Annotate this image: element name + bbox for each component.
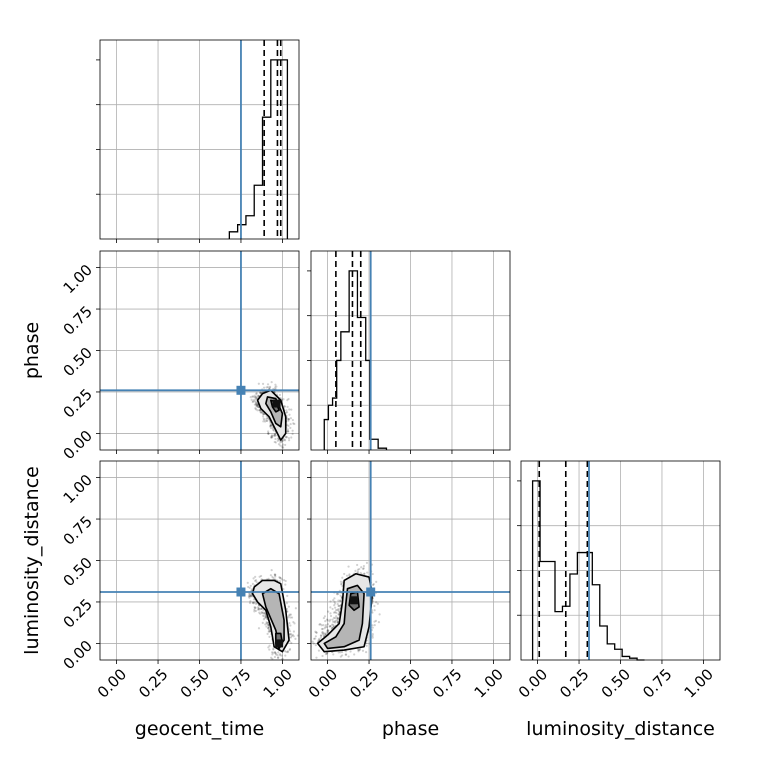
x-tick-label: 1.00 (260, 665, 296, 701)
y-tick-label: 0.00 (60, 427, 96, 463)
density-peak (350, 596, 359, 605)
x-axis-label-geocent_time: geocent_time (135, 718, 264, 740)
density-peak (275, 639, 284, 648)
x-tick-label: 0.75 (639, 665, 675, 701)
histogram-steps (323, 270, 388, 450)
scatter-panel-phase-vs-luminosity_distance (307, 460, 511, 664)
y-tick-label: 0.75 (60, 512, 96, 548)
x-tick-label: 1.00 (471, 665, 507, 701)
x-tick-label: 0.25 (135, 665, 171, 701)
x-tick-label: 0.75 (218, 665, 254, 701)
y-tick-label: 0.50 (60, 344, 96, 380)
y-tick-label: 0.25 (60, 385, 96, 421)
x-tick-label: 0.25 (346, 665, 382, 701)
x-tick-label: 0.00 (515, 665, 551, 701)
histogram-steps (228, 59, 289, 239)
x-tick-label: 0.50 (388, 665, 424, 701)
histogram-panel-geocent_time (96, 39, 300, 243)
x-tick-label: 0.75 (429, 665, 465, 701)
y-axis-label-luminosity_distance: luminosity_distance (21, 466, 43, 655)
y-tick-label: 0.75 (60, 302, 96, 338)
truth-marker (366, 587, 376, 597)
histogram-panel-phase (307, 250, 511, 454)
x-axis-label-phase: phase (382, 718, 439, 740)
x-tick-label: 0.00 (305, 665, 341, 701)
x-axis-label-luminosity_distance: luminosity_distance (526, 718, 715, 740)
truth-marker (236, 385, 246, 395)
truth-marker (236, 587, 246, 597)
y-tick-label: 0.00 (60, 637, 96, 673)
y-tick-label: 1.00 (60, 261, 96, 297)
histogram-panel-luminosity_distance (517, 460, 721, 664)
x-tick-label: 0.25 (556, 665, 592, 701)
y-tick-label: 1.00 (60, 471, 96, 507)
x-tick-label: 0.00 (94, 665, 130, 701)
scatter-panel-geocent_time-vs-phase (96, 250, 300, 454)
x-tick-label: 0.50 (598, 665, 634, 701)
density-peak (272, 399, 281, 408)
y-axis-label-phase: phase (21, 322, 43, 379)
y-tick-label: 0.25 (60, 595, 96, 631)
x-tick-label: 0.50 (177, 665, 213, 701)
scatter-panel-geocent_time-vs-luminosity_distance (96, 460, 300, 664)
histogram-steps (531, 480, 645, 661)
x-tick-label: 1.00 (681, 665, 717, 701)
y-tick-label: 0.50 (60, 554, 96, 590)
